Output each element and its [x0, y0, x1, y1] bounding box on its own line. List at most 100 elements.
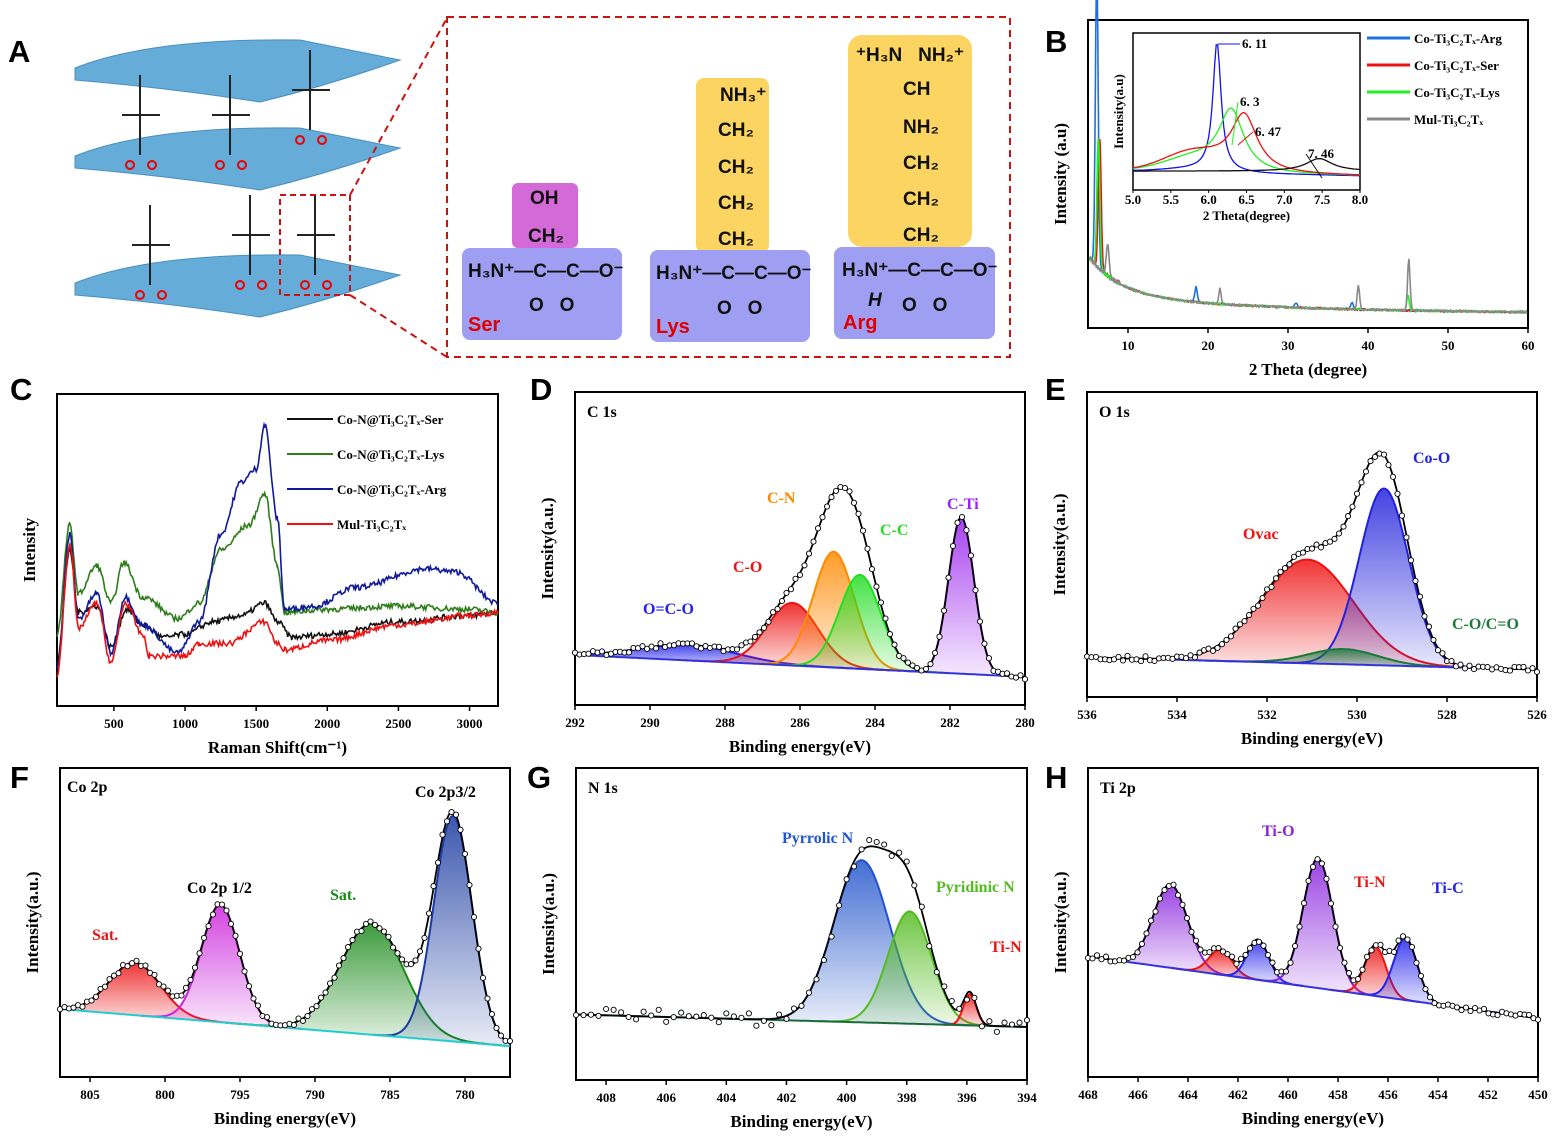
- ser-carbonyl: O O: [529, 295, 575, 316]
- data-point: [1259, 594, 1266, 602]
- data-point: [846, 488, 853, 495]
- oxygen-atom: [235, 280, 245, 290]
- peak-label: C-C: [880, 522, 908, 539]
- y-axis-label: Intensity(a.u.): [539, 873, 558, 975]
- data-point: [851, 863, 858, 870]
- data-point: [1395, 937, 1402, 944]
- arg-carbonyl: O O: [902, 295, 948, 316]
- x-tick-label: 406: [656, 1090, 676, 1105]
- arg-ch: CH: [903, 79, 931, 100]
- data-point: [380, 928, 388, 935]
- data-point: [1336, 944, 1344, 951]
- data-point: [1344, 513, 1352, 520]
- inset-y-axis-label: Intensity(a.u): [1111, 74, 1126, 149]
- x-tick-label: 800: [155, 1087, 175, 1102]
- data-point: [475, 945, 482, 952]
- data-point: [670, 1014, 677, 1021]
- panel-letter-f: F: [10, 760, 29, 795]
- peak-label-arrow: [1231, 101, 1239, 146]
- data-point: [1359, 966, 1366, 973]
- data-point: [1448, 657, 1455, 665]
- data-point: [70, 1004, 77, 1011]
- data-point: [1250, 605, 1257, 612]
- data-point: [1260, 942, 1267, 949]
- data-point: [1422, 986, 1429, 993]
- oxygen-atom: [317, 135, 327, 145]
- data-point: [1008, 1021, 1016, 1028]
- data-point: [479, 974, 487, 981]
- data-point: [331, 974, 338, 981]
- data-point: [497, 1032, 505, 1039]
- oxygen-atom: [257, 280, 267, 290]
- data-point: [1520, 663, 1527, 670]
- data-point: [470, 913, 478, 921]
- data-point: [1016, 1019, 1023, 1026]
- data-point: [639, 643, 646, 650]
- data-point: [1461, 665, 1469, 672]
- data-point: [663, 1018, 670, 1025]
- x-tick-label: 458: [1328, 1087, 1348, 1102]
- data-point: [1458, 1007, 1465, 1014]
- data-point: [1093, 952, 1101, 959]
- legend-label: Co-N@Ti₃C₂Tₓ-Arg: [337, 482, 447, 497]
- data-point: [945, 574, 952, 581]
- data-point: [1349, 503, 1356, 510]
- data-point: [1327, 900, 1335, 907]
- data-point: [814, 525, 822, 532]
- xrd-series-line: [1089, 243, 1528, 314]
- data-point: [864, 545, 871, 552]
- data-point: [1340, 523, 1347, 530]
- data-point: [1404, 936, 1411, 943]
- lys-side-chain-box: [696, 78, 769, 253]
- legend-label: Co-Ti₃C₂Tₓ-Lys: [1414, 85, 1500, 100]
- y-axis-label: Intensity(a.u.): [1051, 871, 1070, 973]
- data-point: [610, 1006, 617, 1013]
- data-point: [1236, 621, 1244, 628]
- data-point: [836, 902, 843, 909]
- data-point: [796, 571, 804, 578]
- data-point: [1430, 636, 1437, 643]
- data-point: [484, 995, 491, 1002]
- data-point: [1457, 661, 1464, 668]
- y-axis-label: Intensity(a.u.): [23, 871, 42, 973]
- data-point: [941, 983, 948, 990]
- data-point: [956, 1005, 963, 1012]
- x-tick-label: 408: [596, 1090, 616, 1105]
- data-point: [958, 513, 966, 521]
- inset-frame: [1132, 32, 1361, 191]
- data-point: [322, 989, 329, 996]
- data-point: [506, 1037, 514, 1045]
- data-point: [367, 918, 374, 925]
- x-tick-label: 20: [1202, 338, 1215, 353]
- data-point: [1021, 676, 1029, 683]
- mxene-layer: [74, 254, 402, 318]
- data-point: [1197, 946, 1204, 953]
- data-point: [1124, 652, 1131, 659]
- data-point: [940, 607, 948, 614]
- data-point: [1152, 908, 1159, 915]
- data-point: [1390, 948, 1398, 956]
- x-tick-label: 2500: [385, 716, 411, 731]
- data-point: [828, 933, 835, 940]
- peak-label: Ovac: [1243, 526, 1279, 543]
- data-point: [488, 1011, 496, 1018]
- data-point: [1385, 461, 1392, 469]
- data-point: [1242, 951, 1249, 958]
- panel-letter-b: B: [1045, 24, 1067, 59]
- ser-label: Ser: [468, 314, 501, 336]
- data-point: [1326, 538, 1334, 545]
- data-point: [1218, 641, 1226, 648]
- data-point: [775, 1011, 783, 1018]
- data-point: [1362, 468, 1370, 475]
- data-point: [652, 645, 660, 652]
- peak-fill: [773, 574, 947, 674]
- peak-label: C-O: [733, 559, 762, 576]
- peak-fill: [141, 904, 302, 1029]
- data-point: [778, 597, 786, 605]
- data-point: [299, 1017, 307, 1024]
- data-point: [1282, 968, 1290, 975]
- x-tick-label: 30: [1282, 338, 1295, 353]
- data-point: [1214, 644, 1221, 651]
- data-point: [768, 1022, 775, 1029]
